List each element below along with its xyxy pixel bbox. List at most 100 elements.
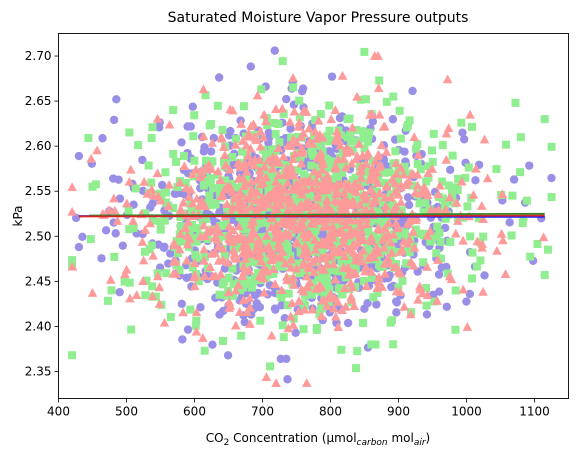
scatter-point-square [166, 312, 175, 321]
scatter-point-triangle [174, 177, 185, 187]
scatter-point-triangle [476, 201, 487, 210]
scatter-point-triangle [498, 235, 508, 245]
scatter-point-square [353, 221, 362, 230]
scatter-point-square [219, 157, 228, 166]
scatter-point-square [215, 222, 224, 231]
scatter-point-triangle [191, 326, 202, 336]
scatter-point-triangle [286, 254, 297, 264]
scatter-point-square [380, 178, 389, 187]
scatter-point-square [526, 252, 535, 261]
scatter-point-circle [283, 375, 292, 384]
scatter-point-square [340, 160, 349, 169]
scatter-point-triangle [220, 150, 230, 160]
scatter-point-triangle [408, 260, 419, 270]
scatter-point-triangle [425, 226, 435, 235]
scatter-point-triangle [199, 255, 209, 265]
scatter-point-triangle [316, 282, 327, 292]
scatter-point-square [334, 267, 343, 276]
scatter-point-triangle [442, 74, 453, 84]
scatter-point-triangle [240, 254, 251, 263]
scatter-point-square [255, 160, 264, 169]
scatter-point-square [296, 153, 305, 162]
scatter-point-triangle [388, 229, 399, 239]
scatter-point-triangle [381, 147, 392, 156]
scatter-point-triangle [350, 255, 361, 265]
scatter-point-triangle [386, 247, 397, 257]
scatter-point-square [205, 191, 214, 200]
scatter-point-triangle [372, 167, 383, 177]
scatter-point-circle [78, 232, 87, 242]
scatter-point-triangle [422, 186, 432, 196]
scatter-point-triangle [175, 204, 186, 214]
scatter-point-circle [177, 138, 186, 147]
scatter-point-square [385, 168, 394, 177]
scatter-point-square [438, 141, 447, 150]
scatter-point-square [468, 274, 477, 283]
scatter-point-triangle [152, 113, 163, 123]
scatter-point-square [240, 219, 249, 228]
scatter-point-triangle [338, 262, 349, 272]
scatter-point-square [175, 266, 184, 275]
scatter-point-triangle [148, 250, 158, 260]
scatter-point-triangle [404, 234, 415, 244]
scatter-point-triangle [363, 253, 374, 263]
scatter-point-circle [240, 317, 249, 327]
scatter-point-triangle [299, 260, 310, 270]
scatter-point-triangle [235, 233, 246, 243]
scatter-point-triangle [112, 216, 123, 225]
scatter-point-square [359, 276, 368, 285]
scatter-point-triangle [340, 301, 351, 311]
scatter-point-square [256, 215, 265, 224]
scatter-point-circle [404, 200, 414, 210]
scatter-point-triangle [332, 126, 342, 136]
scatter-point-triangle [350, 215, 361, 225]
scatter-point-circle [462, 297, 471, 306]
scatter-point-square [266, 362, 275, 371]
x-tick-label: 900 [387, 405, 410, 419]
scatter-point-circle [118, 241, 128, 250]
scatter-point-triangle [478, 286, 488, 296]
scatter-point-triangle [313, 215, 324, 225]
scatter-point-triangle [391, 158, 401, 168]
scatter-point-square [299, 299, 308, 308]
scatter-point-circle [98, 134, 107, 143]
scatter-point-triangle [313, 115, 324, 125]
x-axis-title-sub3: air [414, 438, 427, 448]
scatter-point-triangle [249, 160, 259, 170]
scatter-point-triangle [222, 199, 232, 208]
scatter-point-square [148, 216, 157, 225]
scatter-point-circle [214, 73, 224, 82]
scatter-point-circle [223, 351, 233, 360]
scatter-point-square [289, 195, 298, 204]
scatter-point-triangle [288, 134, 299, 144]
scatter-point-triangle [330, 311, 341, 321]
scatter-point-triangle [274, 188, 285, 197]
scatter-point-triangle [382, 181, 392, 191]
scatter-point-triangle [285, 117, 295, 126]
scatter-point-triangle [309, 166, 320, 176]
scatter-point-triangle [249, 187, 259, 197]
scatter-point-square [479, 232, 488, 241]
fit-lines-layer [78, 212, 545, 218]
scatter-point-square [476, 256, 485, 265]
scatter-point-square [388, 200, 397, 209]
scatter-point-square [315, 310, 324, 319]
scatter-point-triangle [196, 165, 207, 175]
scatter-point-circle [388, 115, 398, 124]
scatter-point-triangle [377, 281, 387, 291]
scatter-point-square [213, 101, 222, 110]
scatter-point-triangle [229, 249, 240, 259]
x-axis-title-sub2: carbon [357, 438, 388, 448]
scatter-point-square [318, 248, 327, 257]
scatter-point-circle [178, 335, 187, 344]
scatter-point-triangle [330, 135, 341, 145]
scatter-point-square [215, 188, 224, 197]
scatter-point-square [160, 216, 169, 225]
scatter-point-triangle [361, 262, 371, 271]
scatter-point-square [319, 275, 328, 284]
scatter-point-circle [188, 102, 197, 111]
scatter-point-triangle [198, 84, 209, 94]
scatter-point-square [311, 116, 320, 125]
scatter-point-triangle [87, 288, 98, 297]
scatter-point-triangle [496, 229, 507, 238]
